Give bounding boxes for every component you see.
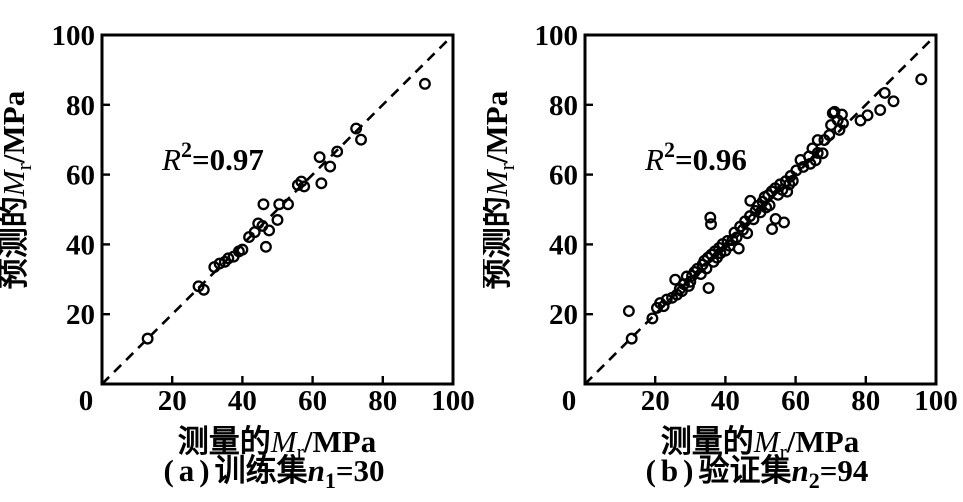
data-point (763, 199, 776, 212)
data-point (741, 227, 754, 240)
x-tick-label: 100 (914, 385, 958, 417)
x-tick-label: 0 (562, 385, 577, 417)
data-point (313, 151, 326, 164)
x-tick-label: 60 (781, 385, 810, 417)
data-point (732, 242, 745, 255)
data-point (702, 282, 715, 294)
data-point (835, 108, 848, 121)
y-tick-label: 40 (66, 229, 95, 261)
data-point (418, 77, 431, 90)
y-tick-label: 80 (549, 90, 578, 122)
data-point (622, 305, 635, 318)
y-axis-label: 预测的Mr/MPa (0, 90, 36, 289)
y-tick-label: 20 (66, 299, 95, 331)
data-point (657, 300, 670, 313)
data-point (350, 122, 363, 135)
data-point (874, 104, 887, 116)
x-tick-label: 80 (368, 385, 397, 417)
data-point (141, 332, 154, 345)
data-point (669, 273, 682, 286)
data-point (660, 293, 673, 306)
y-tick-label: 100 (52, 20, 96, 52)
data-point (222, 252, 235, 265)
x-tick-label: 20 (641, 385, 670, 417)
x-tick-label: 80 (851, 385, 880, 417)
data-point (781, 185, 794, 198)
panel-a-plot: 0 20 40 60 80 100 20 40 60 80 100 R2=0.97 测量的Mr/MPa 预… (0, 20, 475, 493)
data-point (331, 145, 344, 158)
data-point (809, 154, 822, 167)
data-point (324, 160, 337, 173)
x-tick-label: 100 (431, 385, 475, 417)
data-point (915, 73, 928, 86)
data-point (811, 134, 824, 146)
y-tick-label: 60 (549, 160, 578, 192)
data-point (355, 133, 367, 146)
y-tick-label: 40 (549, 229, 578, 261)
data-point (811, 147, 824, 159)
data-point (315, 177, 328, 190)
data-point (298, 180, 311, 193)
data-point (778, 216, 790, 229)
r-squared-annotation: R2=0.97 (161, 137, 264, 177)
plot-border (100, 33, 455, 386)
r-squared-annotation: R2=0.96 (644, 137, 747, 177)
data-point (730, 231, 743, 244)
data-point (861, 109, 874, 122)
data-point (700, 262, 713, 275)
data-point (257, 198, 270, 211)
panel-caption: (b)验证集n2=94 (646, 453, 869, 493)
y-axis-label: 预测的Mr/MPa (483, 90, 519, 289)
x-tick-label: 60 (298, 385, 327, 417)
data-point (213, 257, 226, 270)
y-tick-label: 100 (535, 20, 579, 52)
data-point (263, 224, 276, 237)
data-point (688, 266, 701, 278)
data-point (236, 243, 249, 256)
x-tick-label: 40 (228, 385, 257, 417)
panel-b-plot: 0 20 40 60 80 100 20 40 60 80 100 R2=0.96 测量的Mr/MPa 预… (483, 20, 958, 493)
data-point (271, 214, 284, 226)
panel-caption: (a)训练集n1=30 (163, 453, 384, 493)
data-point (259, 240, 272, 253)
data-point (704, 211, 717, 224)
data-point (878, 86, 891, 99)
x-axis-label: 测量的Mr/MPa (178, 424, 377, 464)
plot-border (583, 33, 938, 386)
data-point (786, 174, 799, 187)
data-point (705, 218, 717, 231)
data-point (646, 312, 659, 325)
data-point (625, 332, 638, 345)
data-point (887, 95, 900, 108)
data-point (197, 283, 210, 296)
y-tick-label: 20 (549, 299, 578, 331)
data-point (816, 147, 829, 160)
data-point (282, 198, 294, 211)
x-axis-label: 测量的Mr/MPa (661, 424, 860, 464)
y-tick-label: 80 (66, 90, 95, 122)
data-point (766, 223, 779, 235)
x-tick-label: 40 (711, 385, 740, 417)
y-tick-label: 60 (66, 160, 95, 192)
x-tick-label: 0 (79, 385, 94, 417)
data-point (684, 275, 697, 288)
x-tick-label: 20 (158, 385, 187, 417)
